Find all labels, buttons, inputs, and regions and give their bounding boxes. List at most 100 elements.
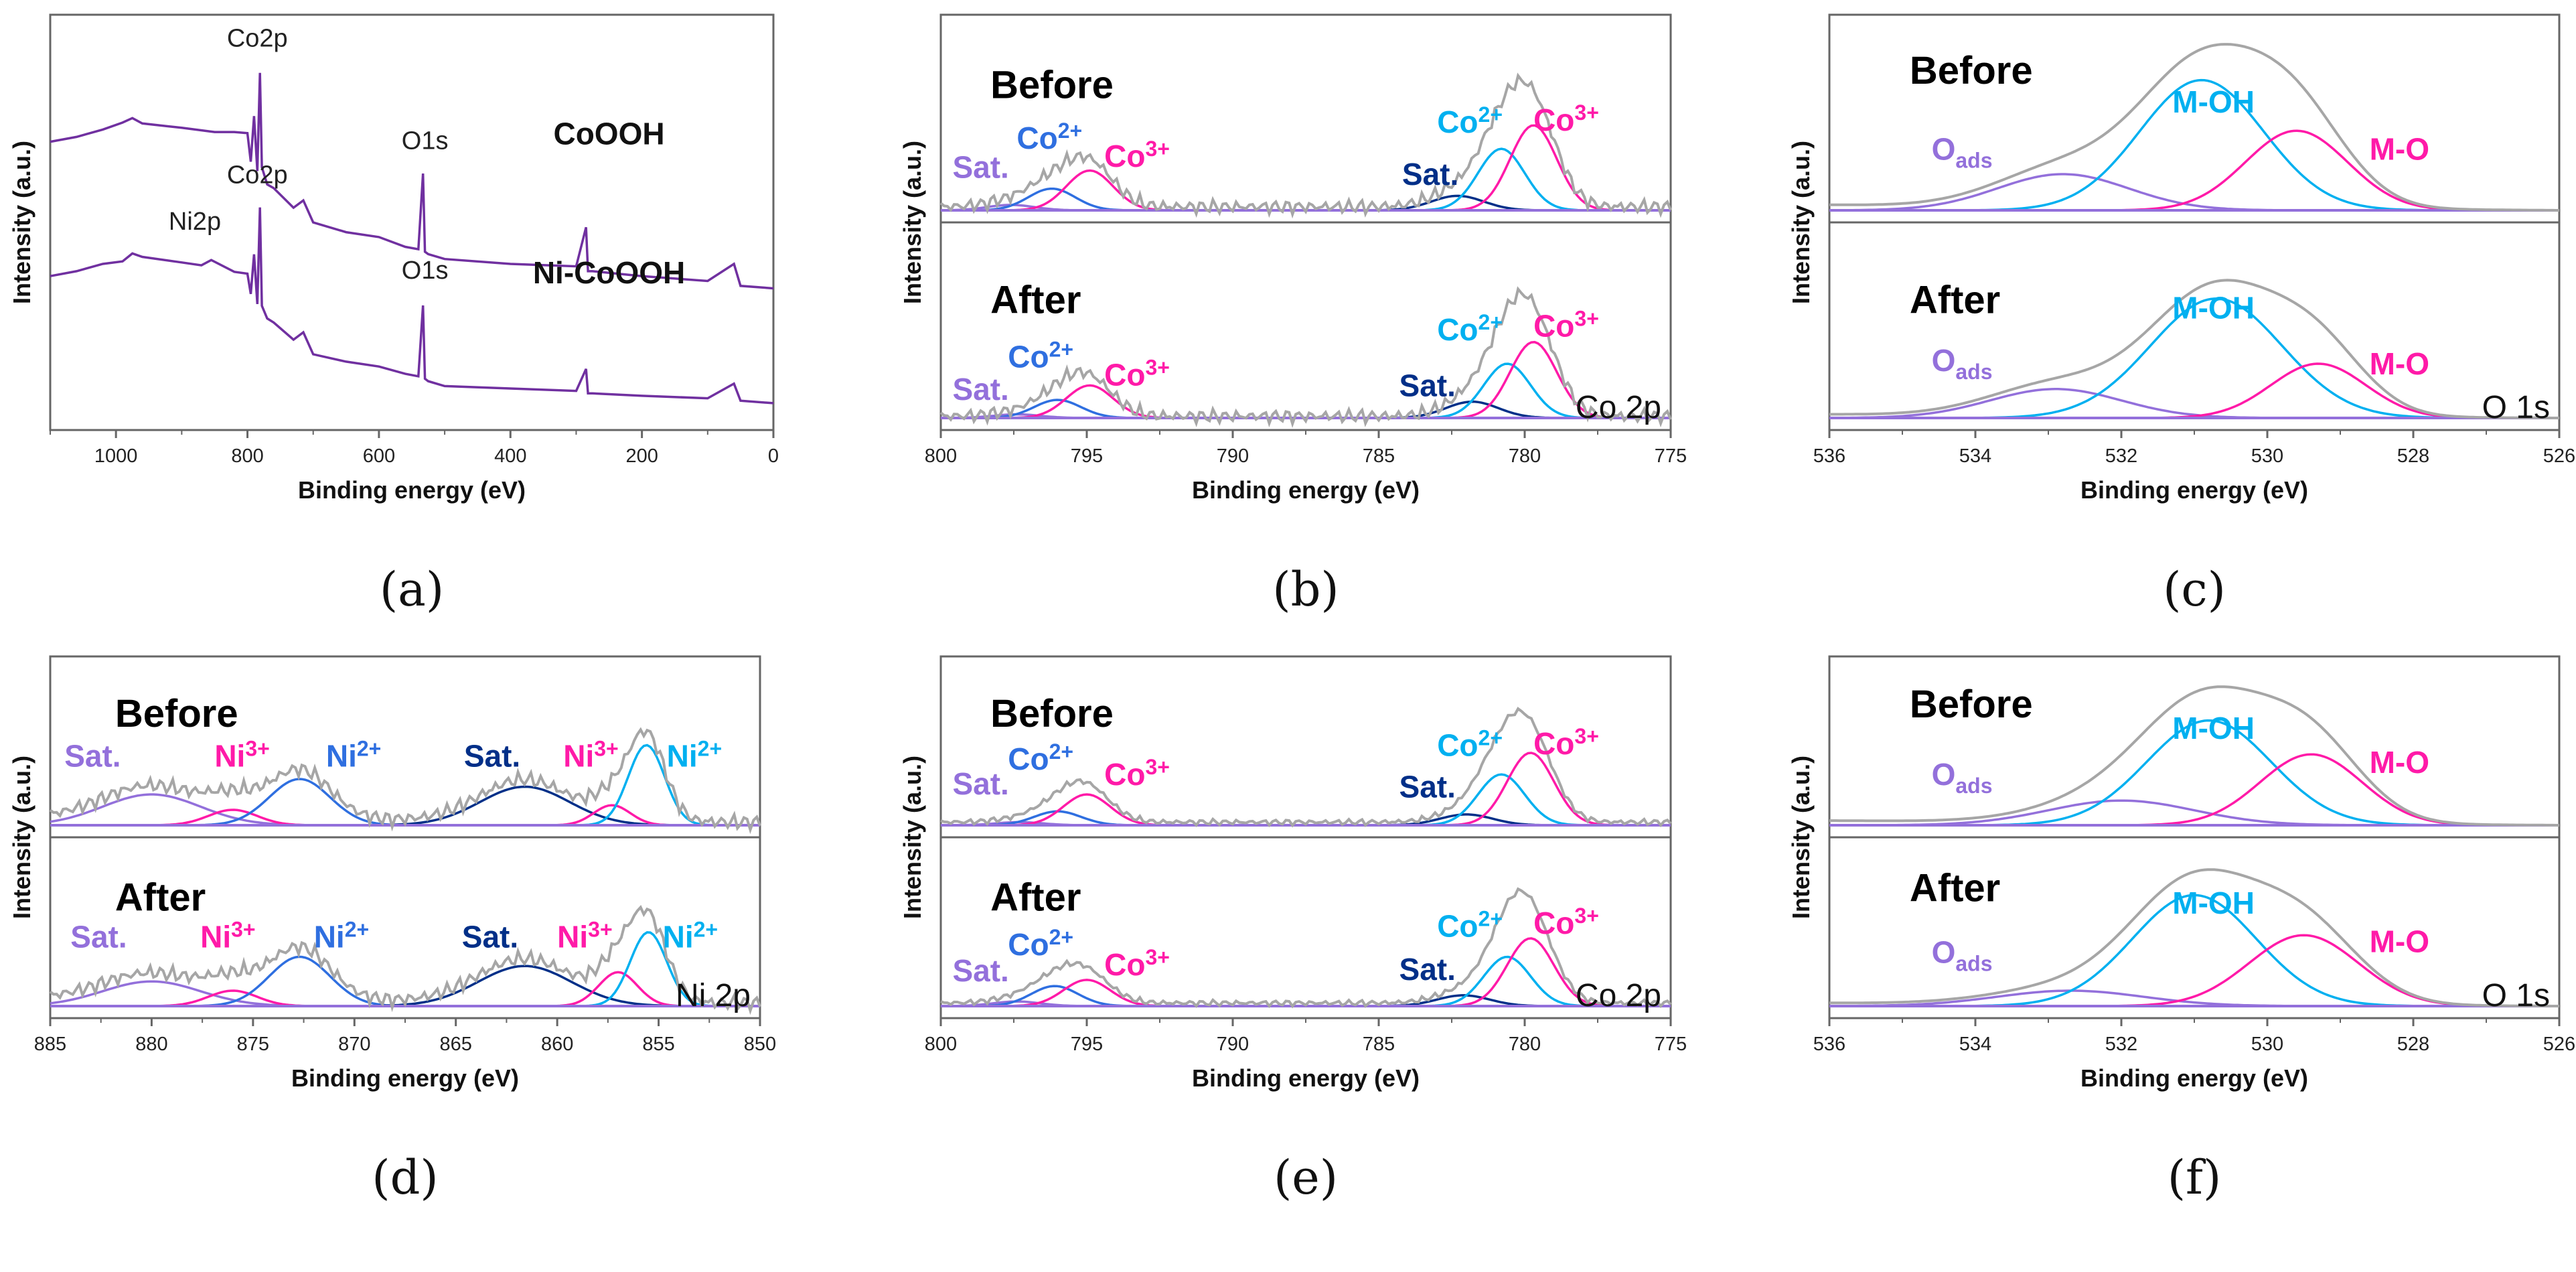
- peak-label: Oads: [1932, 343, 1993, 384]
- measured-envelope: [939, 72, 1672, 219]
- spectrum-coooh: [50, 72, 774, 290]
- peak-label: Oads: [1932, 757, 1993, 798]
- x-tick-label: 536: [1813, 1034, 1845, 1055]
- measured-envelope: [1829, 685, 2559, 827]
- state-label: Before: [990, 692, 1114, 735]
- state-label: Before: [115, 692, 238, 735]
- measured-envelope: [1829, 279, 2559, 419]
- peak-label: Sat.: [1402, 157, 1458, 192]
- panel-b: 800 795 790 785 780 775 Binding energy (eV) Int…: [899, 13, 1687, 617]
- x-tick-label: 600: [363, 445, 395, 467]
- x-tick-label: 875: [237, 1034, 269, 1055]
- peak-label: Co3+: [1104, 355, 1170, 392]
- peak-annotation: Ni-CoOOH: [533, 255, 685, 290]
- peak-label: Sat.: [1399, 770, 1456, 804]
- x-tick-label: 400: [494, 445, 526, 467]
- plot-frame: [49, 13, 775, 431]
- x-tick-label: 860: [541, 1034, 573, 1055]
- panel-label: (f): [2168, 1150, 2222, 1205]
- peak-label: Oads: [1932, 131, 1993, 172]
- peak-label: Co3+: [1533, 904, 1599, 940]
- measured-envelope: [49, 727, 761, 835]
- x-tick-label: 795: [1071, 445, 1103, 467]
- peak-label: M-O: [2370, 346, 2429, 381]
- peak-label: Co2+: [1008, 739, 1073, 776]
- spectrum-ni-coooh: [50, 207, 774, 405]
- peak-label: Sat.: [464, 739, 520, 774]
- peak-label: M-O: [2370, 745, 2429, 780]
- x-tick-label: 800: [925, 445, 957, 467]
- peak-annotation: Co2p: [227, 161, 288, 190]
- x-tick-label: 850: [744, 1034, 776, 1055]
- peak-label: Co2+: [1008, 925, 1073, 962]
- subplot-before: Before M-OH Oads M-O: [1829, 683, 2559, 827]
- panel-label: (b): [1272, 562, 1339, 617]
- corner-label: O 1s: [2482, 978, 2550, 1013]
- x-tick-label: 534: [1959, 445, 1991, 467]
- panel-label: (a): [380, 562, 444, 617]
- peak-label: Ni3+: [200, 918, 255, 955]
- peak-label: Ni2+: [326, 737, 381, 774]
- corner-label: Co 2p: [1576, 978, 1661, 1013]
- panel-f: 536 534 532 530 528 526 Binding energy (eV) Int…: [1787, 655, 2575, 1205]
- y-axis-title: Intensity (a.u.): [899, 141, 926, 304]
- peak-label: M-OH: [2172, 886, 2255, 920]
- peak-label: Co2+: [1437, 310, 1503, 347]
- peak-ni2-: [50, 931, 760, 1007]
- measured-envelope: [940, 707, 1672, 828]
- x-tick-label: 532: [2105, 1034, 2137, 1055]
- x-tick-label: 526: [2543, 1034, 2575, 1055]
- x-tick-label: 885: [34, 1034, 66, 1055]
- subplot-after: After M-OH Oads M-O: [1829, 867, 2559, 1007]
- peak-label: Co2+: [1016, 119, 1082, 155]
- x-tick-label: 775: [1655, 1034, 1687, 1055]
- x-tick-label: 880: [135, 1034, 167, 1055]
- x-tick-label: 855: [642, 1034, 674, 1055]
- state-label: After: [1910, 278, 2000, 322]
- peak-label: M-O: [2370, 131, 2429, 166]
- measured-envelope: [1829, 43, 2559, 212]
- state-label: After: [990, 278, 1081, 322]
- peak-label: M-OH: [2172, 291, 2255, 326]
- peak-label: Ni2+: [667, 737, 722, 774]
- peak-label: Sat.: [462, 920, 518, 955]
- x-axis-title: Binding energy (eV): [1192, 1064, 1420, 1092]
- peak-label: M-OH: [2172, 711, 2255, 746]
- y-axis-title: Intensity (a.u.): [1787, 756, 1815, 919]
- x-axis-title: Binding energy (eV): [1192, 476, 1420, 504]
- subplot-after: After M-OH Oads M-O: [1829, 278, 2559, 419]
- x-tick-label: 200: [625, 445, 658, 467]
- peak-oads: [1829, 173, 2559, 212]
- x-tick-label: 530: [2251, 445, 2283, 467]
- peak-annotation: O1s: [402, 257, 449, 285]
- measured-envelope: [1829, 868, 2559, 1007]
- corner-label: Co 2p: [1576, 390, 1661, 425]
- peak-oads: [1829, 388, 2559, 419]
- x-tick-label: 775: [1655, 445, 1687, 467]
- x-tick-label: 534: [1959, 1034, 1991, 1055]
- peak-label: Ni2+: [663, 918, 718, 955]
- subplot-before: Before Sat. Ni3+ Ni2+ Sat. Ni3+ Ni2+: [49, 692, 761, 835]
- peak-label: Sat.: [1399, 368, 1456, 403]
- x-tick-label: 785: [1363, 445, 1395, 467]
- x-axis-title: Binding energy (eV): [2080, 476, 2308, 504]
- x-axis-title: Binding energy (eV): [298, 476, 526, 504]
- peak-label: Co3+: [1104, 755, 1170, 792]
- x-tick-label: 865: [440, 1034, 472, 1055]
- state-label: After: [115, 875, 206, 919]
- panel-d: 885 880 875 870 865 860 855 850 Binding energy (…: [8, 655, 776, 1205]
- panel-e: 800 795 790 785 780 775 Binding energy (eV) Int…: [899, 655, 1687, 1205]
- peak-label: Oads: [1932, 935, 1993, 976]
- peak-label: Co2+: [1437, 726, 1503, 763]
- measured-envelope: [49, 905, 761, 1015]
- x-tick-label: 536: [1813, 445, 1845, 467]
- x-tick-label: 532: [2105, 445, 2137, 467]
- x-tick-label: 528: [2397, 1034, 2429, 1055]
- x-tick-label: 790: [1217, 1034, 1249, 1055]
- x-tick-label: 780: [1509, 445, 1541, 467]
- x-tick-label: 790: [1217, 445, 1249, 467]
- state-label: Before: [1910, 683, 2033, 726]
